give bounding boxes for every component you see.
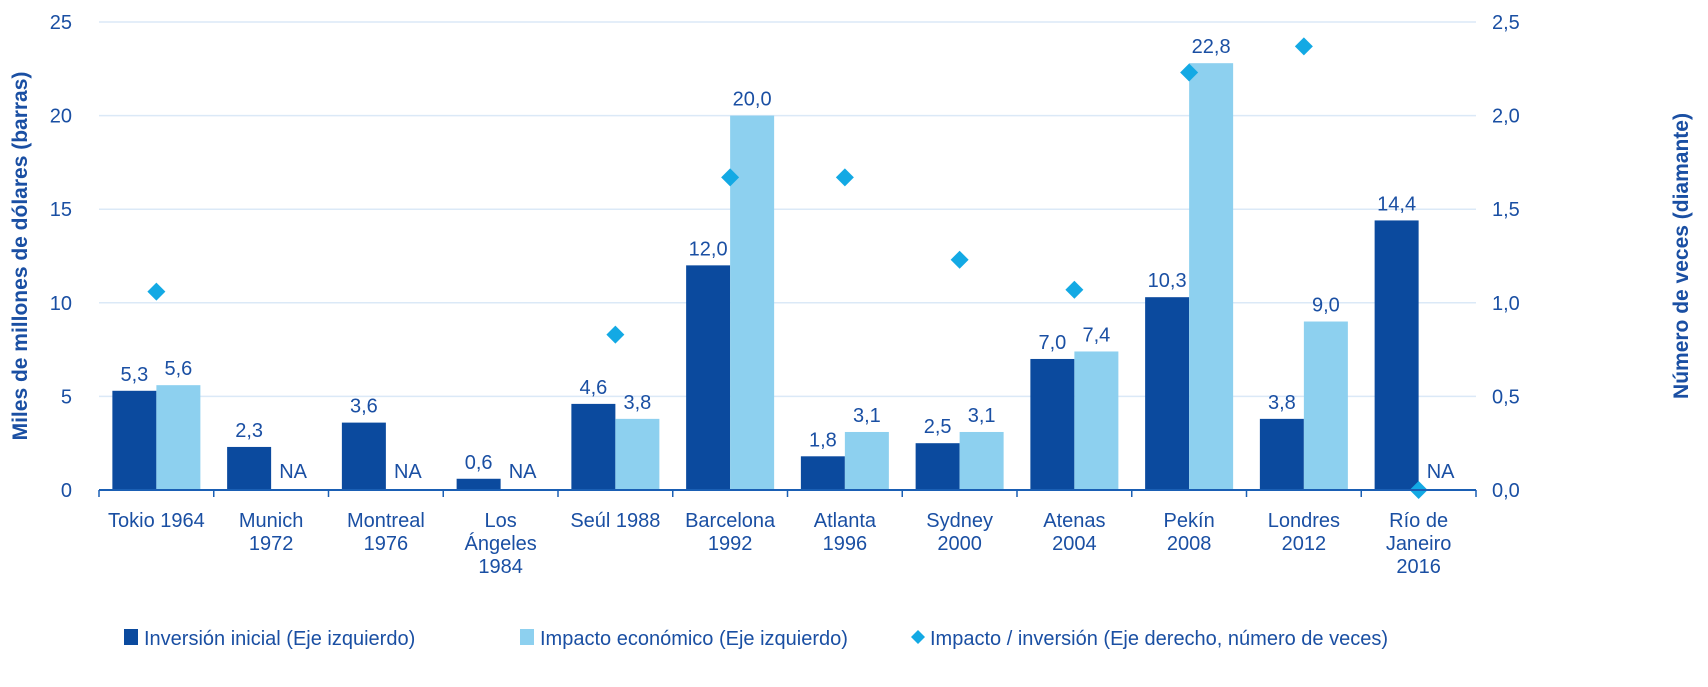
bar-inversion-inicial [227,446,272,490]
data-label-impacto: 7,4 [1082,324,1110,346]
category-label: Montreal 1976 [347,510,425,555]
data-label-inversion: 12,0 [689,238,728,260]
bars [112,63,1419,491]
legend-impacto-economico: Impacto económico (Eje izquierdo) [520,628,848,650]
legend-swatch [520,629,534,645]
data-label-impacto: 5,6 [164,358,192,380]
data-label-inversion: 5,3 [120,364,148,386]
legend-label: Inversión inicial (Eje izquierdo) [144,628,415,650]
category-label: Londres 2012 [1268,510,1340,555]
data-label-inversion: 0,6 [465,452,493,474]
category-label: Pekín 2008 [1164,510,1215,555]
right-tick-label: 0,0 [1492,480,1520,502]
data-label-inversion: 2,3 [235,420,263,442]
left-tick-label: 25 [50,12,72,34]
data-label-inversion: 1,8 [809,429,837,451]
data-label-inversion: 10,3 [1148,270,1187,292]
bar-inversion-inicial [1030,358,1075,490]
left-tick-label: 0 [61,480,72,502]
bar-impacto-economico [156,385,201,490]
diamond-impacto-inversion [1180,63,1199,82]
category-label: Sydney 2000 [926,510,993,555]
diamond-impacto-inversion [950,250,969,269]
bar-inversion-inicial [112,390,157,490]
data-label-impacto: 20,0 [733,89,772,111]
left-tick-label: 20 [50,106,72,128]
category-label: Barcelona 1992 [685,510,776,555]
category-label: Río de Janeiro 2016 [1386,510,1452,578]
data-label-impacto-na: NA [279,461,307,483]
diamond-markers [147,37,1428,499]
diamond-impacto-inversion [147,282,166,301]
data-label-impacto: 3,1 [853,405,881,427]
legend-label: Impacto / inversión (Eje derecho, número… [930,628,1388,650]
bar-impacto-economico [1074,351,1119,490]
category-label: Seúl 1988 [570,510,660,532]
data-label-inversion: 2,5 [924,416,952,438]
bar-inversion-inicial [1259,418,1304,490]
right-tick-label: 2,0 [1492,106,1520,128]
diamond-impacto-inversion [1065,280,1084,299]
left-tick-label: 5 [61,386,72,408]
bar-impacto-economico [1189,63,1234,491]
right-tick-label: 1,5 [1492,199,1520,221]
legend: Inversión inicial (Eje izquierdo) Impacto… [124,628,1388,650]
legend-label: Impacto económico (Eje izquierdo) [540,628,848,650]
gridlines [99,21,1476,398]
axes: 0 5 10 15 20 25 0,0 0,5 1,0 1,5 2,0 2,5 Miles de mil… [9,12,1693,578]
bar-inversion-inicial [456,478,501,490]
category-label: Atenas 2004 [1043,510,1105,555]
data-label-impacto: 3,8 [623,392,651,414]
data-label-inversion: 14,4 [1377,193,1416,215]
legend-inversion-inicial: Inversión inicial (Eje izquierdo) [124,628,415,650]
diamond-impacto-inversion [721,168,740,187]
bar-impacto-economico [730,115,775,490]
diamond-impacto-inversion [835,168,854,187]
right-tick-label: 0,5 [1492,386,1520,408]
legend-swatch [911,630,925,644]
data-label-impacto-na: NA [1427,461,1455,483]
right-tick-label: 1,0 [1492,293,1520,315]
category-label: Los Ángeles 1984 [464,510,536,578]
data-label-impacto: 22,8 [1192,36,1231,58]
bar-inversion-inicial [1145,297,1190,490]
bar-inversion-inicial [800,456,845,490]
data-label-impacto-na: NA [394,461,422,483]
bar-inversion-inicial [571,403,616,490]
left-axis-title: Miles de millones de dólares (barras) [9,72,32,441]
bar-impacto-economico [1303,321,1348,490]
data-label-impacto: 9,0 [1312,295,1340,317]
bar-inversion-inicial [341,422,386,490]
right-axis-title: Número de veces (diamante) [1670,113,1693,399]
bar-inversion-inicial [686,265,731,490]
data-label-inversion: 7,0 [1038,332,1066,354]
bar-impacto-economico [959,431,1004,490]
data-label-inversion: 3,8 [1268,392,1296,414]
bar-inversion-inicial [1374,220,1419,490]
bar-impacto-economico [844,431,889,490]
data-label-inversion: 4,6 [579,377,607,399]
legend-swatch [124,629,138,645]
data-label-impacto-na: NA [509,461,537,483]
diamond-impacto-inversion [1294,37,1313,56]
bar-impacto-economico [615,418,660,490]
category-label: Atlanta 1996 [814,510,877,555]
data-labels: 5,3 5,6 2,3 NA 3,6 NA 0,6 NA 4,6 3,8 12,0 20,0 1,8 3,… [120,36,1455,483]
category-label: Tokio 1964 [108,510,205,532]
left-tick-label: 15 [50,199,72,221]
category-label: Munich 1972 [239,510,303,555]
left-tick-label: 10 [50,293,72,315]
bar-inversion-inicial [915,443,960,490]
data-label-inversion: 3,6 [350,396,378,418]
legend-impacto-inversion: Impacto / inversión (Eje derecho, número… [911,628,1388,650]
right-tick-label: 2,5 [1492,12,1520,34]
diamond-impacto-inversion [606,325,625,344]
data-label-impacto: 3,1 [968,405,996,427]
